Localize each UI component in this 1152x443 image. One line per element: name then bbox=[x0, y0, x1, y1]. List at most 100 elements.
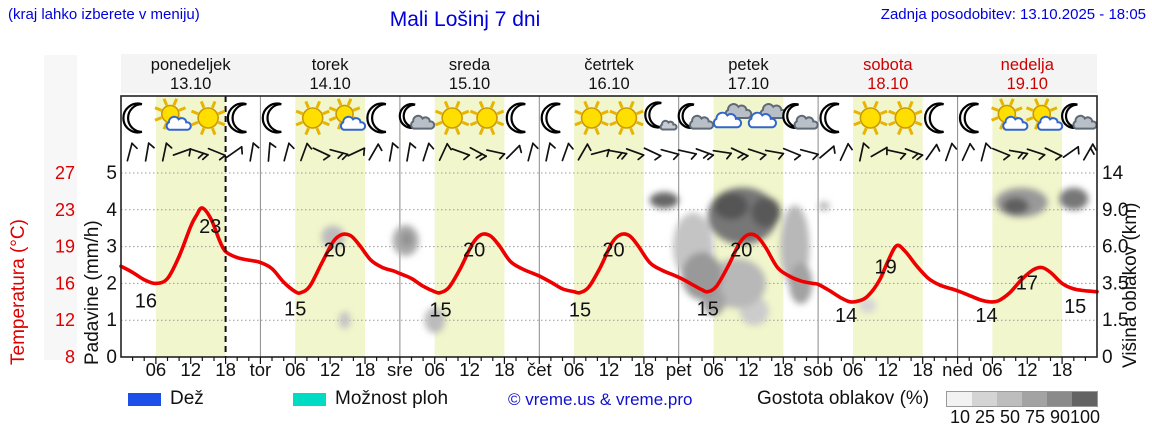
svg-text:17: 17 bbox=[1016, 273, 1038, 295]
svg-text:3.5: 3.5 bbox=[1102, 273, 1128, 294]
day-name: nedelja bbox=[1000, 56, 1054, 74]
svg-text:14: 14 bbox=[835, 305, 857, 327]
svg-text:27: 27 bbox=[55, 163, 75, 183]
svg-text:16: 16 bbox=[55, 273, 75, 293]
day-header-torek: torek 14.10 bbox=[309, 56, 350, 94]
day-date: 14.10 bbox=[309, 75, 351, 93]
day-name: ponedeljek bbox=[150, 56, 231, 74]
svg-text:15: 15 bbox=[1064, 296, 1086, 318]
cloud-icon bbox=[339, 115, 367, 131]
page-title: Mali Lošinj 7 dni bbox=[389, 8, 541, 31]
wind-barbs bbox=[126, 142, 1098, 162]
svg-text:19: 19 bbox=[55, 237, 75, 257]
svg-text:20: 20 bbox=[463, 240, 485, 262]
svg-text:12: 12 bbox=[459, 359, 480, 380]
moon-icon bbox=[505, 102, 526, 134]
svg-text:23: 23 bbox=[55, 200, 75, 220]
moon-icon bbox=[122, 102, 143, 134]
svg-text:9.0: 9.0 bbox=[1102, 200, 1128, 221]
moon-icon bbox=[924, 102, 944, 134]
cloud-icon bbox=[659, 119, 678, 131]
day-name: sreda bbox=[448, 56, 491, 74]
cloud-icon bbox=[1072, 114, 1098, 130]
rain-legend-label: Dež bbox=[170, 388, 204, 409]
svg-text:19: 19 bbox=[874, 257, 896, 279]
temp-axis-background-strip bbox=[44, 55, 77, 360]
svg-text:06: 06 bbox=[843, 359, 864, 380]
moon-icon bbox=[644, 101, 662, 129]
cloud-icon bbox=[712, 111, 743, 129]
density-segment-50 bbox=[997, 392, 1022, 406]
svg-text:18: 18 bbox=[634, 359, 655, 380]
day-header-band bbox=[121, 54, 1097, 93]
precip-axis-ticks: 5 4 3 2 1 0 bbox=[106, 163, 117, 368]
day-name: četrtek bbox=[584, 56, 634, 74]
svg-text:06: 06 bbox=[982, 359, 1003, 380]
svg-text:20: 20 bbox=[730, 240, 752, 262]
svg-text:12: 12 bbox=[599, 359, 620, 380]
sun-icon bbox=[888, 100, 923, 136]
svg-text:12: 12 bbox=[878, 359, 899, 380]
svg-text:20: 20 bbox=[602, 240, 624, 262]
svg-text:6.0: 6.0 bbox=[1102, 237, 1128, 258]
day-date: 16.10 bbox=[588, 75, 630, 93]
svg-text:23: 23 bbox=[199, 216, 221, 238]
cloud-icon bbox=[165, 115, 192, 131]
sun-icon bbox=[574, 100, 609, 136]
svg-text:06: 06 bbox=[424, 359, 445, 380]
density-tick-label: 75 bbox=[1024, 407, 1046, 427]
svg-text:pet: pet bbox=[666, 359, 692, 380]
cloud-icon bbox=[1002, 115, 1029, 131]
svg-text:1: 1 bbox=[106, 310, 117, 331]
sun-icon bbox=[609, 100, 644, 136]
day-date: 15.10 bbox=[448, 75, 491, 93]
svg-text:0: 0 bbox=[106, 347, 117, 368]
density-tick-label: 10 bbox=[949, 407, 971, 427]
svg-text:06: 06 bbox=[285, 359, 306, 380]
svg-text:15: 15 bbox=[569, 300, 591, 322]
svg-text:12: 12 bbox=[1017, 359, 1038, 380]
svg-text:12: 12 bbox=[320, 359, 341, 380]
svg-text:18: 18 bbox=[494, 359, 515, 380]
location-menu-hint[interactable]: (kraj lahko izberete v meniju) bbox=[8, 6, 200, 23]
day-header-četrtek: četrtek 16.10 bbox=[584, 56, 634, 94]
last-update-label: Zadnja posodobitev: 13.10.2025 - 18:05 bbox=[880, 6, 1146, 23]
svg-text:1.5: 1.5 bbox=[1102, 310, 1128, 331]
density-segment-90 bbox=[1047, 392, 1072, 406]
sun-icon bbox=[295, 100, 330, 136]
rain-legend-swatch bbox=[128, 393, 161, 406]
svg-text:15: 15 bbox=[284, 299, 306, 321]
svg-text:15: 15 bbox=[697, 299, 719, 321]
svg-text:tor: tor bbox=[250, 359, 272, 380]
svg-text:čet: čet bbox=[527, 359, 552, 380]
weather-icons bbox=[122, 98, 1098, 136]
svg-text:18: 18 bbox=[215, 359, 236, 380]
day-header-nedelja: nedelja 19.10 bbox=[1001, 56, 1054, 94]
day-header-petek: petek 17.10 bbox=[728, 56, 769, 94]
temperature-value-labels: 16 23 15 20 15 20 15 20 15 20 14 19 14 17 15 bbox=[135, 216, 1087, 327]
svg-text:ned: ned bbox=[942, 359, 973, 380]
moon-icon bbox=[819, 102, 840, 134]
day-name: sobota bbox=[863, 56, 913, 74]
density-tick-label: 90 bbox=[1049, 407, 1071, 427]
day-header-ponedeljek: ponedeljek 13.10 bbox=[151, 56, 231, 94]
svg-text:18: 18 bbox=[773, 359, 794, 380]
copyright-link[interactable]: © vreme.us & vreme.pro bbox=[508, 390, 693, 409]
day-date: 17.10 bbox=[727, 75, 770, 93]
density-segment-25 bbox=[972, 392, 997, 406]
sun-icon bbox=[434, 100, 470, 136]
sun-icon bbox=[190, 100, 226, 136]
density-tick-label: 50 bbox=[999, 407, 1021, 427]
svg-text:16: 16 bbox=[135, 290, 157, 312]
svg-text:06: 06 bbox=[564, 359, 585, 380]
svg-text:14: 14 bbox=[1102, 163, 1124, 184]
svg-text:18: 18 bbox=[912, 359, 933, 380]
moon-icon bbox=[226, 102, 247, 134]
svg-text:12: 12 bbox=[738, 359, 759, 380]
cloud-icon bbox=[1037, 115, 1064, 131]
svg-text:06: 06 bbox=[146, 359, 167, 380]
svg-text:2: 2 bbox=[106, 273, 117, 294]
density-segment-75 bbox=[1022, 392, 1047, 406]
cloud-icon bbox=[689, 114, 714, 130]
day-date: 19.10 bbox=[1006, 75, 1048, 93]
